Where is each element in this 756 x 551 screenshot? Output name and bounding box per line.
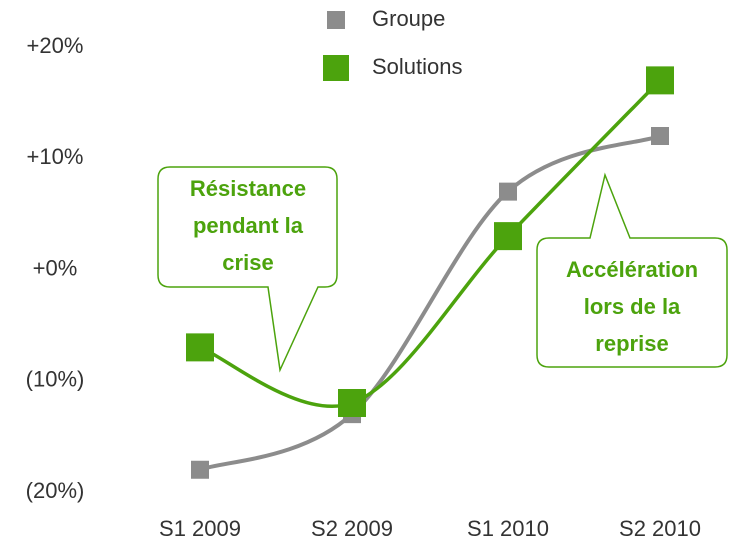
y-tick-label: +0% <box>33 255 78 280</box>
x-tick-label: S1 2010 <box>467 516 549 541</box>
legend-swatch <box>327 11 345 29</box>
annotation-text: Accélération <box>566 257 698 282</box>
point-marker <box>191 460 209 479</box>
x-tick-label: S1 2009 <box>159 516 241 541</box>
y-tick-label: +10% <box>27 144 84 169</box>
series-line <box>199 79 662 408</box>
legend-swatch <box>323 55 349 81</box>
point-marker <box>651 127 669 145</box>
legend-label: Solutions <box>372 54 463 79</box>
legend-label: Groupe <box>372 6 445 31</box>
y-tick-label: +20% <box>27 33 84 58</box>
point-marker <box>499 182 517 201</box>
x-tick-label: S2 2009 <box>311 516 393 541</box>
annotation-text: Résistance <box>190 176 306 201</box>
annotation-text: reprise <box>595 331 668 356</box>
callout-box <box>536 172 728 368</box>
point-marker <box>494 222 522 251</box>
x-tick-label: S2 2010 <box>619 516 701 541</box>
series-line <box>199 134 661 472</box>
point-marker <box>186 333 214 362</box>
annotation-text: crise <box>222 250 273 275</box>
y-tick-label: (20%) <box>26 478 85 503</box>
y-tick-label: (10%) <box>26 367 85 392</box>
annotation-text: pendant la <box>193 213 304 238</box>
annotation-text: lors de la <box>584 294 681 319</box>
point-marker <box>338 389 366 417</box>
point-marker <box>646 66 674 95</box>
callout-box <box>157 166 338 373</box>
